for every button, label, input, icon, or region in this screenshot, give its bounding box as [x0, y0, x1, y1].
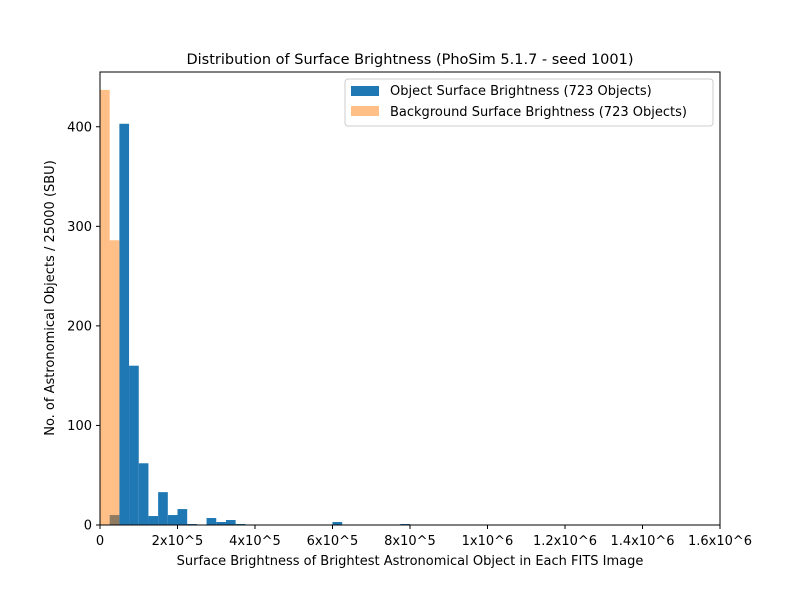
legend-swatch-object	[351, 86, 379, 96]
bar-series0-bin9	[206, 518, 217, 525]
bar-series0-bin7	[177, 509, 188, 525]
bar-series0-bin4	[148, 516, 159, 525]
x-tick-label-0: 0	[96, 534, 104, 549]
legend-swatch-background	[351, 106, 379, 116]
x-tick-label-2: 4x10^5	[229, 534, 281, 549]
x-tick-label-3: 6x10^5	[307, 534, 359, 549]
y-tick-label-3: 300	[67, 220, 92, 235]
bars-layer	[100, 89, 410, 526]
bar-series0-bin2	[129, 365, 139, 525]
legend-label-object: Object Surface Brightness (723 Objects)	[390, 84, 652, 99]
x-axis-ticks: 0 2x10^5 4x10^5 6x10^5 8x10^5 1x10^6 1.2x10^6 1…	[96, 525, 752, 549]
x-tick-label-8: 1.6x10^6	[688, 534, 752, 549]
x-tick-label-1: 2x10^5	[152, 534, 204, 549]
y-tick-label-2: 200	[67, 319, 92, 334]
bar-series0-bin11	[225, 520, 236, 525]
y-tick-label-0: 0	[84, 519, 92, 534]
x-tick-label-5: 1x10^6	[462, 534, 514, 549]
bar-series0-bin1	[119, 123, 130, 526]
plot-frame	[99, 71, 721, 526]
chart-title: Distribution of Surface Brightness (PhoS…	[186, 52, 633, 68]
x-tick-label-4: 8x10^5	[384, 534, 436, 549]
y-tick-label-1: 100	[67, 419, 92, 434]
x-tick-label-6: 1.2x10^6	[533, 534, 597, 549]
bar-series0-bin5	[158, 492, 168, 525]
bar-series0-bin13	[332, 522, 343, 525]
bar-series0-bin10	[216, 522, 226, 525]
y-tick-label-4: 400	[67, 120, 92, 135]
bar-series0-bin6	[167, 515, 178, 525]
x-axis-label: Surface Brightness of Brightest Astronom…	[177, 554, 644, 569]
bar-series1-bin1	[109, 240, 120, 525]
y-axis-label: No. of Astronomical Objects / 25000 (SBU…	[43, 160, 58, 436]
x-tick-label-7: 1.4x10^6	[610, 534, 674, 549]
bar-series0-bin3	[138, 463, 149, 525]
legend: Object Surface Brightness (723 Objects) …	[344, 78, 714, 127]
legend-box	[344, 78, 714, 127]
bar-series1-bin0	[100, 89, 110, 526]
legend-label-background: Background Surface Brightness (723 Objec…	[390, 105, 687, 120]
y-axis-ticks: 0 100 200 300 400	[67, 120, 100, 534]
